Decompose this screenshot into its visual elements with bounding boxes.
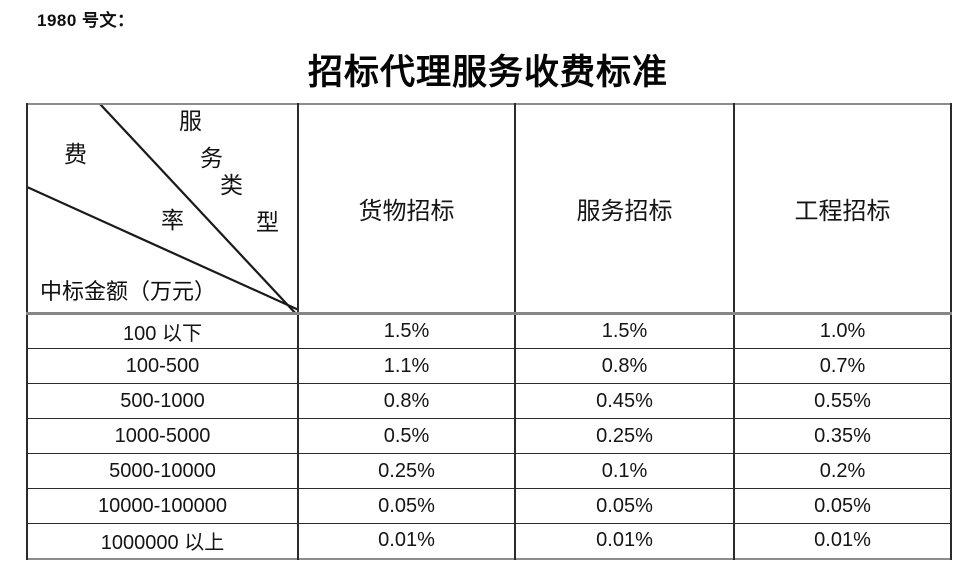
diagonal-lines [29,104,296,311]
corner-char-service-1: 服 [179,109,202,134]
row-label: 5000-10000 [26,453,299,489]
rate-cell: 1.0% [733,313,952,349]
rate-cell: 1.5% [514,313,735,349]
corner-char-rate-2: 率 [161,208,184,233]
rate-cell: 0.01% [733,523,952,559]
fee-standard-table: 服 务 类 型 费 率 中标金额（万元） 货物招标 服务招标 工程招标 100 … [26,103,952,560]
table-row: 10000-100000 0.05% 0.05% 0.05% [26,488,952,524]
rate-cell: 0.45% [514,383,735,419]
table-row: 100 以下 1.5% 1.5% 1.0% [26,313,952,349]
corner-char-rate-1: 费 [64,142,87,167]
rate-cell: 1.5% [297,313,516,349]
table-row: 1000-5000 0.5% 0.25% 0.35% [26,418,952,454]
rate-cell: 0.1% [514,453,735,489]
row-label: 100 以下 [26,313,299,349]
table-row: 500-1000 0.8% 0.45% 0.55% [26,383,952,419]
corner-char-service-2: 务 [200,146,223,171]
rate-cell: 0.2% [733,453,952,489]
header-row: 服 务 类 型 费 率 中标金额（万元） 货物招标 服务招标 工程招标 [26,103,952,315]
corner-char-service-4: 型 [256,210,279,235]
diagonal-corner-content: 服 务 类 型 费 率 中标金额（万元） [29,104,296,311]
table-row: 1000000 以上 0.01% 0.01% 0.01% [26,523,952,559]
row-label: 1000000 以上 [26,523,299,559]
rate-cell: 0.05% [733,488,952,524]
rate-cell: 0.35% [733,418,952,454]
column-header-works: 工程招标 [733,103,952,315]
column-header-services: 服务招标 [514,103,735,315]
corner-amount-label: 中标金额（万元） [40,279,217,304]
rate-cell: 0.7% [733,348,952,384]
rate-cell: 0.01% [297,523,516,559]
diagonal-corner-cell: 服 务 类 型 费 率 中标金额（万元） [26,103,299,315]
rate-cell: 0.55% [733,383,952,419]
rate-cell: 0.01% [514,523,735,559]
rate-cell: 1.1% [297,348,516,384]
rate-cell: 0.8% [297,383,516,419]
row-label: 500-1000 [26,383,299,419]
table-row: 100-500 1.1% 0.8% 0.7% [26,348,952,384]
row-label: 1000-5000 [26,418,299,454]
table-row: 5000-10000 0.25% 0.1% 0.2% [26,453,952,489]
rate-cell: 0.25% [297,453,516,489]
rate-cell: 0.05% [297,488,516,524]
row-label: 100-500 [26,348,299,384]
row-label: 10000-100000 [26,488,299,524]
rate-cell: 0.8% [514,348,735,384]
document-number-label: 1980 号文： [37,11,135,30]
rate-cell: 0.5% [297,418,516,454]
column-header-goods: 货物招标 [297,103,516,315]
corner-char-service-3: 类 [220,173,243,198]
rate-cell: 0.25% [514,418,735,454]
rate-cell: 0.05% [514,488,735,524]
page-title: 招标代理服务收费标准 [307,53,668,92]
